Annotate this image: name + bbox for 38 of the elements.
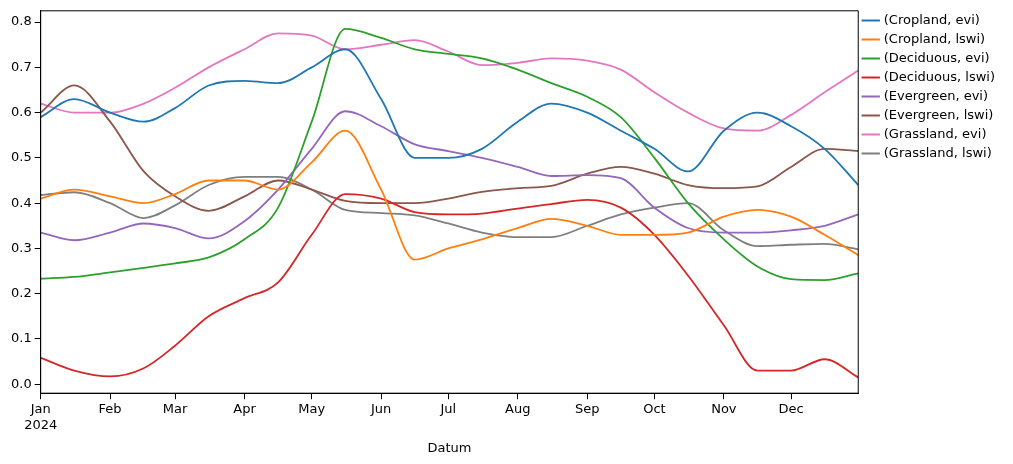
y-tick-label: 0.6 — [10, 104, 32, 119]
x-tick-label: Jul — [439, 401, 457, 417]
legend-label: (Cropland, lswi) — [883, 30, 986, 46]
x-tick-label: Feb — [98, 401, 122, 417]
y-tick-label: 0.8 — [10, 13, 32, 29]
y-tick-label: 0.2 — [10, 285, 32, 301]
legend-label: (Grassland, lswi) — [883, 144, 992, 160]
x-tick-label: Aug — [505, 401, 531, 417]
legend-label: (Cropland, evi) — [883, 11, 980, 27]
legend-label: (Evergreen, evi) — [883, 87, 989, 103]
line-series — [40, 129, 859, 261]
x-tick-label: Dec — [778, 401, 804, 417]
legend-label: (Evergreen, lswi) — [883, 106, 994, 122]
x-axis-title: Datum — [427, 439, 472, 455]
x-tick-label: Apr — [233, 401, 257, 417]
legend-label: (Grassland, evi) — [883, 125, 987, 141]
x-tick-label: Mar — [162, 401, 188, 417]
y-tick-label: 0.1 — [10, 330, 32, 346]
line-series — [40, 110, 859, 242]
line-series — [40, 48, 859, 186]
x-tick-label: Jan 2024 — [24, 401, 58, 432]
line-series — [40, 175, 859, 251]
legend-label: (Deciduous, evi) — [883, 49, 990, 65]
x-tick-label: Oct — [643, 401, 666, 417]
y-tick-label: 0.3 — [10, 239, 32, 255]
y-tick-label: 0.5 — [10, 149, 32, 165]
line-series — [40, 84, 859, 212]
x-tick-label: Nov — [711, 401, 737, 417]
y-tick-label: 0.7 — [10, 58, 32, 74]
y-tick-label: 0.0 — [10, 375, 32, 391]
line-series — [40, 28, 859, 281]
legend-label: (Deciduous, lswi) — [883, 68, 995, 84]
x-tick-label: Jun — [369, 401, 392, 417]
y-tick-label: 0.4 — [10, 194, 32, 210]
x-tick-label: May — [298, 401, 326, 417]
line-series — [40, 193, 859, 379]
line-series — [40, 32, 859, 132]
x-tick-label: Sep — [574, 401, 600, 417]
